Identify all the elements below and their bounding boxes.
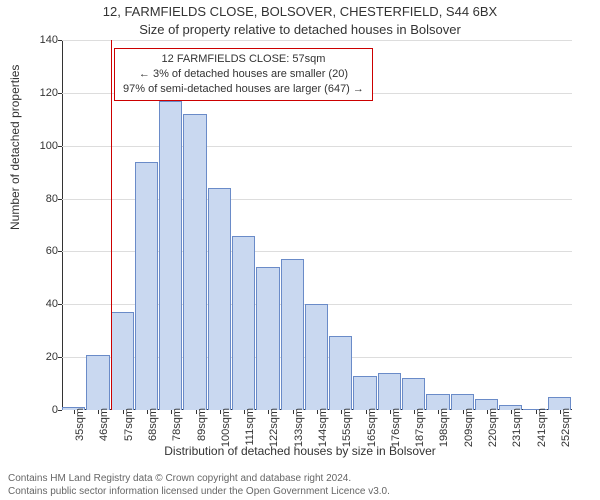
reference-line xyxy=(111,40,113,410)
ytick-label: 40 xyxy=(46,298,58,310)
ytick-mark xyxy=(58,40,62,41)
xtick-label: 122sqm xyxy=(268,408,280,448)
ytick-mark xyxy=(58,93,62,94)
y-axis-line xyxy=(62,40,63,410)
xtick-label: 155sqm xyxy=(341,408,353,448)
footer-attribution: Contains HM Land Registry data © Crown c… xyxy=(8,472,592,498)
ytick-label: 20 xyxy=(46,351,58,363)
xtick-label: 46sqm xyxy=(98,408,110,448)
xtick-label: 231sqm xyxy=(511,408,523,448)
xtick-label: 100sqm xyxy=(220,408,232,448)
histogram-bar xyxy=(135,162,158,410)
histogram-bar xyxy=(402,378,425,410)
y-axis-label: Number of detached properties xyxy=(8,65,22,230)
ytick-label: 140 xyxy=(40,34,58,46)
xtick-label: 241sqm xyxy=(536,408,548,448)
annotation-line-3: 97% of semi-detached houses are larger (… xyxy=(123,82,364,97)
ytick-mark xyxy=(58,199,62,200)
ytick-label: 60 xyxy=(46,245,58,257)
xtick-label: 144sqm xyxy=(317,408,329,448)
histogram-bar xyxy=(232,236,255,410)
xtick-label: 111sqm xyxy=(244,408,256,448)
footer-line-1: Contains HM Land Registry data © Crown c… xyxy=(8,472,592,485)
histogram-bar xyxy=(353,376,376,410)
xtick-label: 252sqm xyxy=(560,408,572,448)
footer-line-2: Contains public sector information licen… xyxy=(8,485,592,498)
ytick-mark xyxy=(58,304,62,305)
histogram-bar xyxy=(86,355,109,411)
ytick-label: 100 xyxy=(40,140,58,152)
ytick-label: 0 xyxy=(52,404,58,416)
ytick-mark xyxy=(58,251,62,252)
chart-area: 02040608010012014035sqm46sqm57sqm68sqm78… xyxy=(62,40,572,410)
histogram-bar xyxy=(305,304,328,410)
xtick-label: 187sqm xyxy=(414,408,426,448)
annotation-line-1: 12 FARMFIELDS CLOSE: 57sqm xyxy=(123,52,364,67)
histogram-bar xyxy=(159,101,182,410)
xtick-label: 78sqm xyxy=(171,408,183,448)
ytick-mark xyxy=(58,410,62,411)
annotation-line-2: ← 3% of detached houses are smaller (20) xyxy=(123,67,364,82)
xtick-label: 35sqm xyxy=(74,408,86,448)
ytick-mark xyxy=(58,146,62,147)
xtick-label: 220sqm xyxy=(487,408,499,448)
grid-line xyxy=(62,40,572,41)
histogram-bar xyxy=(281,259,304,410)
histogram-bar xyxy=(208,188,231,410)
ytick-label: 80 xyxy=(46,193,58,205)
xtick-label: 165sqm xyxy=(366,408,378,448)
chart-title-1: 12, FARMFIELDS CLOSE, BOLSOVER, CHESTERF… xyxy=(0,4,600,19)
histogram-bar xyxy=(111,312,134,410)
xtick-label: 209sqm xyxy=(463,408,475,448)
xtick-label: 89sqm xyxy=(196,408,208,448)
xtick-label: 133sqm xyxy=(293,408,305,448)
histogram-bar xyxy=(183,114,206,410)
ytick-mark xyxy=(58,357,62,358)
xtick-label: 198sqm xyxy=(438,408,450,448)
annotation-box: 12 FARMFIELDS CLOSE: 57sqm ← 3% of detac… xyxy=(114,48,373,101)
xtick-label: 176sqm xyxy=(390,408,402,448)
chart-title-2: Size of property relative to detached ho… xyxy=(0,22,600,37)
ytick-label: 120 xyxy=(40,87,58,99)
histogram-bar xyxy=(378,373,401,410)
histogram-bar xyxy=(256,267,279,410)
xtick-label: 57sqm xyxy=(123,408,135,448)
xtick-label: 68sqm xyxy=(147,408,159,448)
histogram-bar xyxy=(329,336,352,410)
grid-line xyxy=(62,146,572,147)
